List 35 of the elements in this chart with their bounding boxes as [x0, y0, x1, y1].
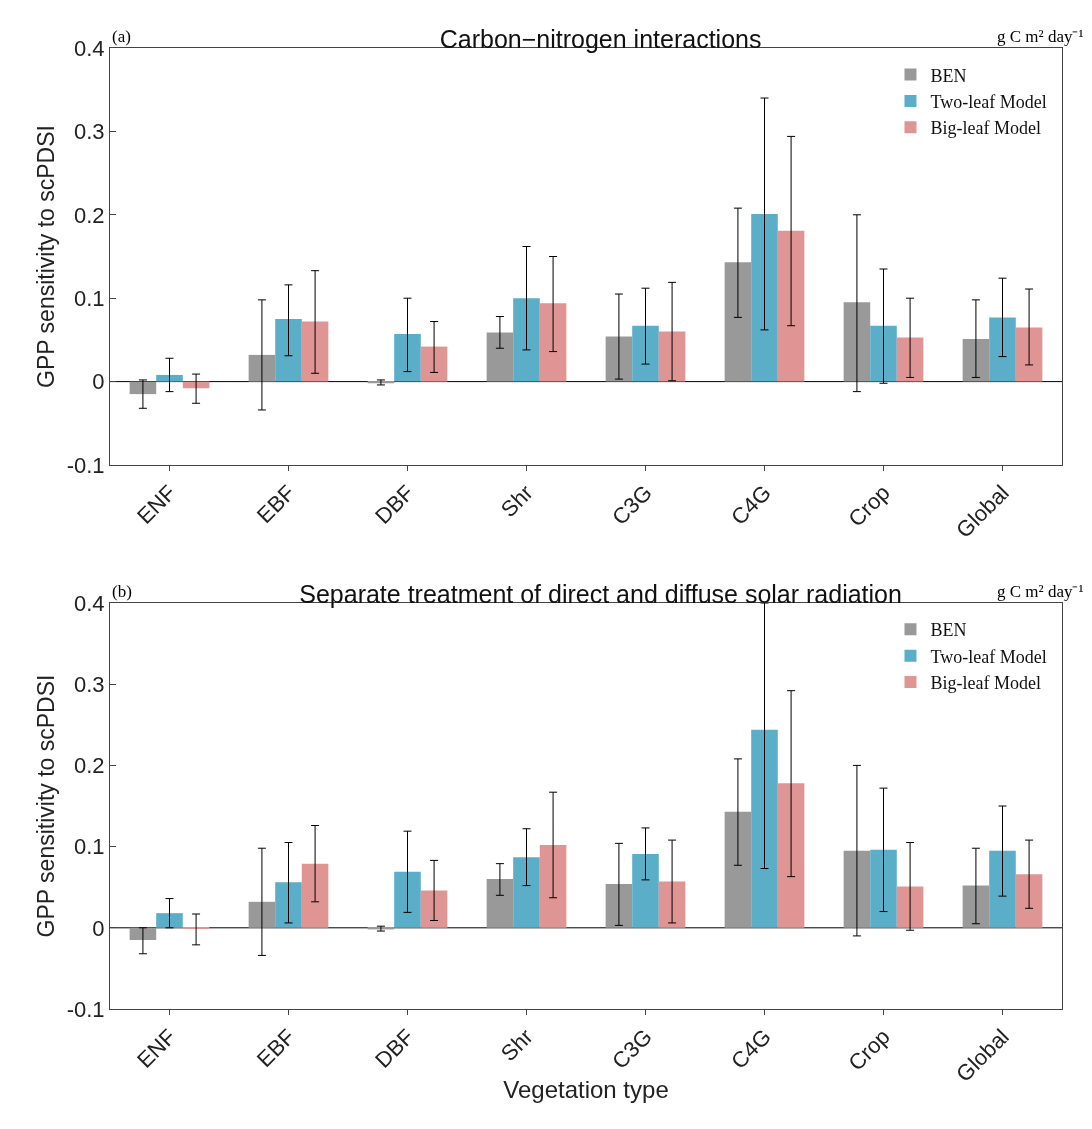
y-tick-label: 0.2 — [74, 753, 105, 779]
chart-title: Separate treatment of direct and diffuse solar radiation — [299, 579, 902, 608]
y-axis-title: GPP sensitivity to scPDSI — [33, 674, 59, 938]
x-tick-label: Shr — [495, 1024, 538, 1066]
y-tick-label: 0.1 — [74, 285, 105, 311]
y-tick-label: 0.4 — [74, 590, 105, 616]
y-tick-label: 0 — [92, 915, 105, 941]
legend-label: BEN — [930, 620, 967, 641]
x-tick-label: Crop — [843, 1024, 895, 1076]
y-tick-label: 0.3 — [74, 671, 105, 697]
y-tick-label: 0.1 — [74, 834, 105, 860]
text: g C m² day⁻¹ — [997, 582, 1084, 601]
legend-label: Big-leaf Model — [930, 118, 1041, 139]
x-tick-label: C4G — [726, 1024, 776, 1074]
y-tick-label: 0.4 — [74, 35, 105, 61]
chart-title: Carbon−nitrogen interactions — [439, 24, 762, 53]
legend-label: Big-leaf Model — [930, 673, 1041, 694]
y-axis-title: GPP sensitivity to scPDSI — [33, 125, 59, 388]
y-tick-label: -0.1 — [66, 452, 105, 478]
x-tick-label: C3G — [607, 1024, 657, 1074]
x-tick-label: C4G — [726, 480, 776, 530]
text: g C m² day⁻¹ — [997, 27, 1084, 46]
legend-label: Two-leaf Model — [930, 646, 1047, 667]
x-axis-title: Vegetation type — [503, 1075, 669, 1103]
x-tick-label: Crop — [843, 480, 895, 532]
y-tick-label: 0.3 — [74, 119, 105, 145]
legend-label: Two-leaf Model — [930, 91, 1047, 112]
y-tick-label: -0.1 — [66, 996, 105, 1022]
x-tick-label: C3G — [607, 480, 657, 530]
legend-label: BEN — [930, 65, 967, 86]
y-tick-label: 0 — [92, 369, 105, 395]
y-tick-label: 0.2 — [74, 202, 105, 228]
x-tick-label: Shr — [495, 480, 538, 522]
text: (a) — [112, 27, 131, 46]
text: (b) — [112, 582, 132, 601]
